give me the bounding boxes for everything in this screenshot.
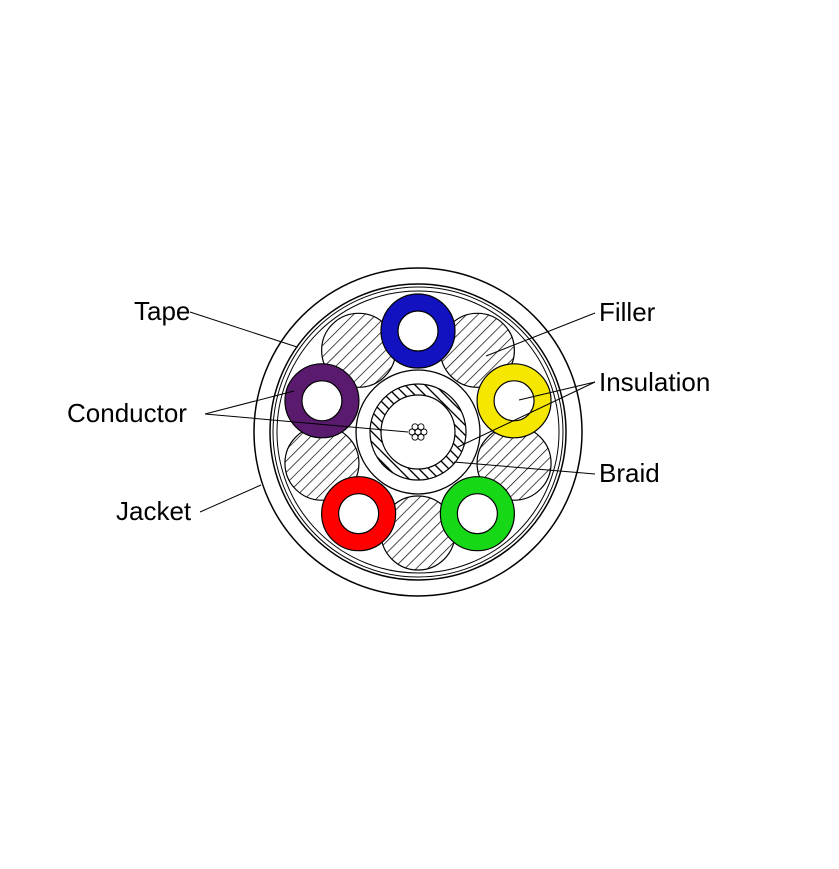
conductor-strand-4 xyxy=(412,424,418,430)
diagram-group xyxy=(254,268,582,596)
tape-label: Tape xyxy=(134,296,190,326)
insulation-ring-yellow-bore xyxy=(494,381,534,421)
tape-leader xyxy=(190,312,297,347)
jacket-label: Jacket xyxy=(116,496,192,526)
insulation-ring-blue-bore xyxy=(398,311,438,351)
braid-label: Braid xyxy=(599,458,660,488)
filler-label: Filler xyxy=(599,297,656,327)
insulation-ring-green-bore xyxy=(457,494,497,534)
cable-cross-section-diagram: Tape Conductor Jacket Filler Insulation Braid xyxy=(0,0,839,869)
insulation-ring-purple-bore xyxy=(302,381,342,421)
conductor-leader-0 xyxy=(205,391,294,414)
jacket-leader xyxy=(200,485,261,512)
conductor-strand-5 xyxy=(418,424,424,430)
conductor-label: Conductor xyxy=(67,398,187,428)
insulation-ring-red-bore xyxy=(339,494,379,534)
conductor-strand-1 xyxy=(418,434,424,440)
insulation-label: Insulation xyxy=(599,367,710,397)
